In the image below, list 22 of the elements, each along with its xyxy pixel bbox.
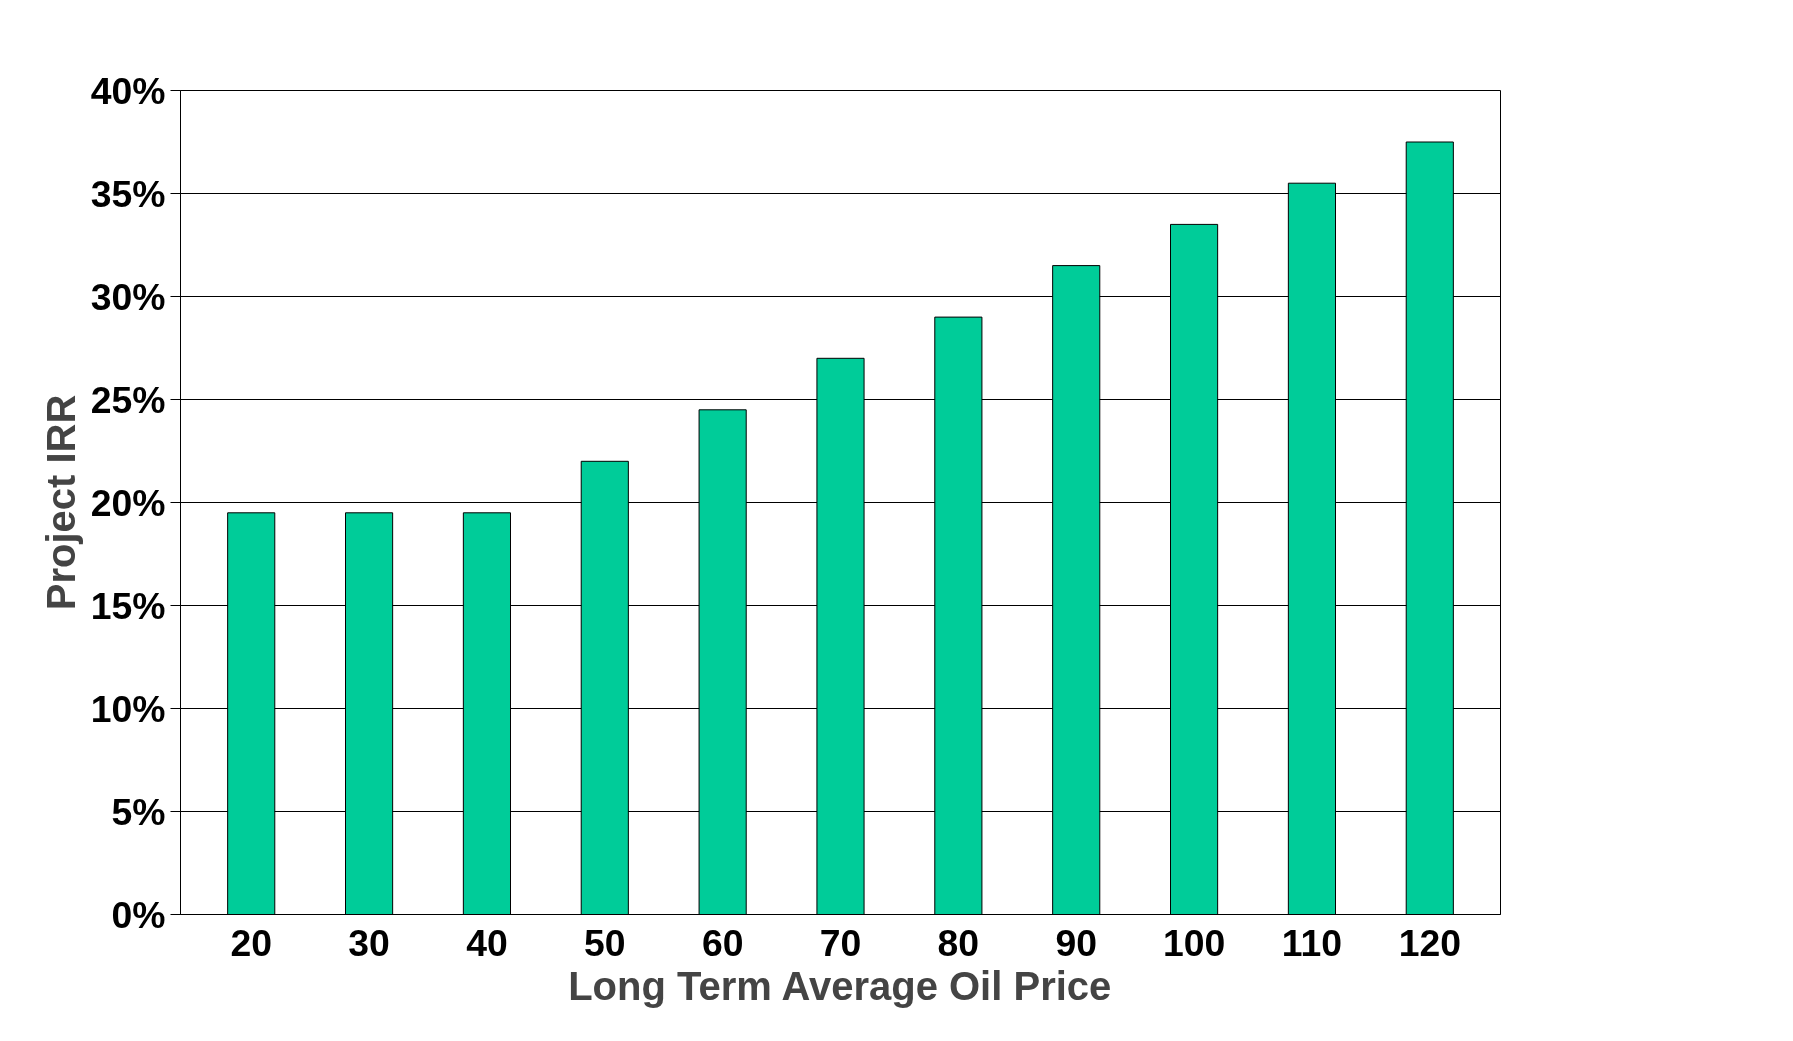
y-axis-title: Project IRR bbox=[38, 394, 83, 611]
x-tick-label: 30 bbox=[348, 921, 390, 964]
y-tick-label: 40% bbox=[90, 69, 166, 112]
x-tick-label: 80 bbox=[937, 921, 980, 964]
x-tick-label: 90 bbox=[1055, 921, 1097, 964]
y-tick-label: 10% bbox=[90, 687, 166, 730]
x-axis-title: Long Term Average Oil Price bbox=[568, 963, 1112, 1008]
y-tick-label: 25% bbox=[90, 378, 166, 421]
x-tick-label: 60 bbox=[701, 921, 744, 964]
x-tick-label: 100 bbox=[1162, 921, 1226, 964]
y-tick-label: 30% bbox=[90, 275, 166, 318]
x-tick-label: 20 bbox=[230, 921, 272, 964]
x-tick-label: 120 bbox=[1398, 921, 1461, 964]
y-tick-label: 35% bbox=[90, 172, 166, 215]
x-tick-label: 50 bbox=[584, 921, 626, 964]
x-tick-label: 110 bbox=[1281, 921, 1343, 964]
x-tick-label: 70 bbox=[819, 921, 862, 964]
y-tick-label: 15% bbox=[90, 584, 166, 627]
x-tick-label: 40 bbox=[466, 921, 508, 964]
y-tick-label: 0% bbox=[111, 893, 166, 936]
y-tick-label: 20% bbox=[90, 481, 166, 524]
y-tick-label: 5% bbox=[111, 790, 166, 833]
